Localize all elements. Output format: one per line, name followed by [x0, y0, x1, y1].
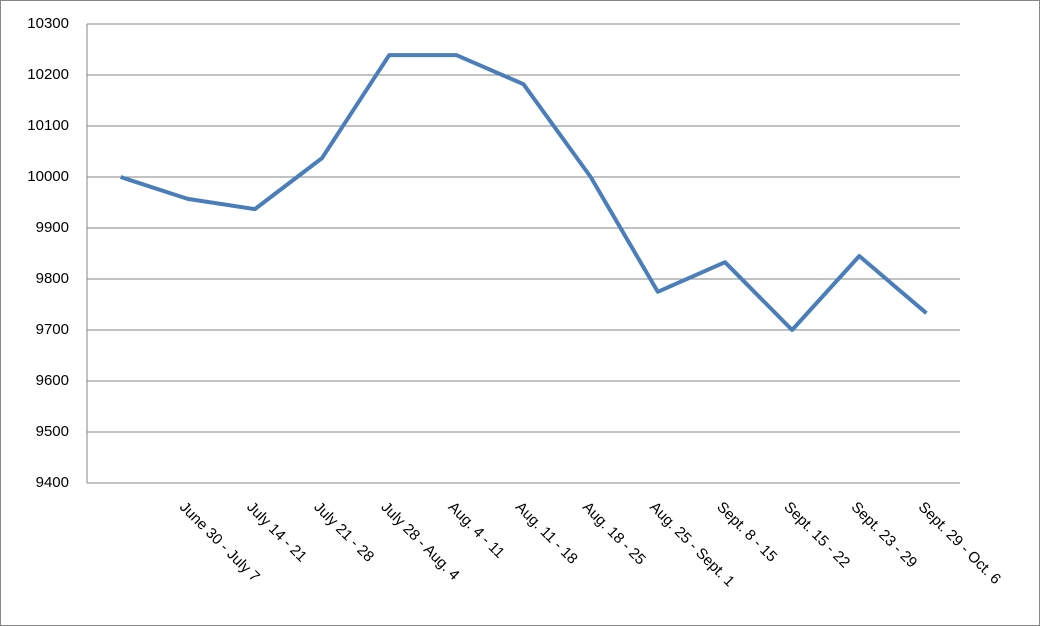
- y-tick-label: 10100: [27, 117, 69, 134]
- data-line: [119, 53, 928, 332]
- y-tick-label: 10300: [27, 15, 69, 32]
- y-tick-label: 9900: [36, 219, 69, 236]
- y-tick-label: 9500: [36, 423, 69, 440]
- y-tick-label: 9400: [36, 474, 69, 491]
- y-tick-label: 9600: [36, 372, 69, 389]
- y-tick-label: 9700: [36, 321, 69, 338]
- y-tick-label: 10200: [27, 66, 69, 83]
- y-tick-label: 9800: [36, 270, 69, 287]
- y-tick-label: 10000: [27, 168, 69, 185]
